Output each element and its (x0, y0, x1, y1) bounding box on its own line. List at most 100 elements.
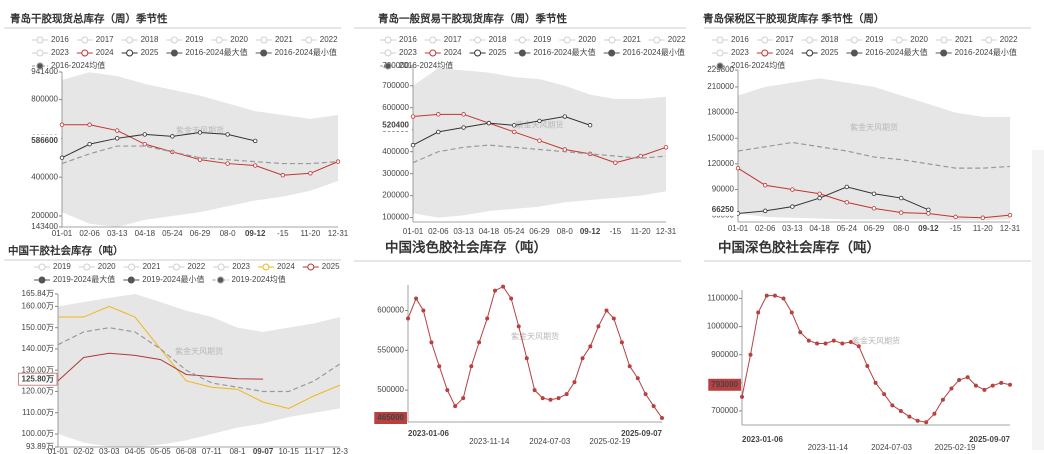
data-point (965, 375, 970, 380)
data-point (564, 392, 569, 397)
y-tick-label: 550000 (377, 345, 404, 354)
data-point (308, 171, 313, 176)
x-tick-label: 01-01 (48, 447, 69, 454)
max-min-band (62, 72, 338, 227)
y-tick-label: 200000 (382, 191, 409, 200)
scroll-edge (1032, 150, 1044, 450)
legend-label: 2016 (51, 35, 69, 44)
legend-item: 2016-2024最小值 (603, 47, 685, 57)
max-min-band (738, 78, 1010, 221)
data-point (638, 153, 643, 159)
series-line (412, 116, 591, 146)
data-point (740, 394, 745, 399)
x-tick-label: 04-18 (479, 227, 500, 236)
legend-label: 2016-2024最小值 (623, 47, 685, 57)
y-tick-label: 150.00万 (22, 323, 54, 332)
legend-label: 2020 (230, 35, 248, 44)
data-point (840, 341, 845, 346)
legend-symbol (850, 49, 858, 57)
legend-item: 2016 (32, 35, 69, 44)
data-point (990, 383, 995, 388)
legend-label: 2025 (489, 48, 507, 57)
legend-item: 2025 (302, 262, 340, 271)
x-tick-label: 2023-11-14 (808, 443, 849, 452)
x-tick-label: 03-13 (782, 224, 803, 233)
legend-item: 2020 (559, 35, 597, 44)
data-point (790, 187, 795, 192)
legend-item: 2021 (123, 262, 161, 271)
legend-label: 2019 (185, 35, 203, 44)
data-point (772, 293, 777, 298)
legend-item: 2023 (712, 48, 749, 57)
x-tick-label: 09-12 (580, 227, 601, 236)
max-min-band (58, 294, 340, 447)
x-tick-label: 09-07 (253, 447, 274, 454)
data-point (899, 210, 904, 215)
legend-label: 2023 (399, 48, 417, 57)
legend-item: 2016-2024均值 (712, 60, 785, 70)
data-point (748, 352, 753, 357)
legend-item: 2025 (121, 48, 159, 57)
legend-item: 2016 (380, 35, 417, 44)
legend-symbol (716, 49, 724, 57)
x-tick-label: 05-24 (162, 229, 183, 238)
legend-symbol (940, 49, 948, 57)
x-tick-label: 06-29 (529, 227, 550, 236)
chart-title: 青岛保税区干胶现货库存 季节性（周） (703, 12, 884, 25)
data-point (823, 341, 828, 346)
series-line (57, 327, 341, 393)
x-tick-label: 04-18 (809, 224, 830, 233)
data-point (973, 383, 978, 388)
current-value-box (18, 372, 58, 386)
x-tick-label: 02-06 (428, 227, 449, 236)
legend-symbol (384, 49, 392, 57)
data-point (844, 184, 849, 190)
data-point (461, 125, 466, 130)
data-point (580, 356, 585, 361)
legend-label: 2025 (141, 48, 159, 57)
current-value-box (379, 119, 412, 132)
legend-symbol (81, 49, 89, 57)
data-point (613, 160, 618, 165)
watermark: 紫金天风期货 (175, 346, 223, 356)
legend-item: 2016-2024最小值 (935, 47, 1017, 57)
legend-symbol (806, 36, 814, 44)
data-point (735, 165, 741, 171)
x-tick-label: 03-03 (99, 447, 120, 454)
data-point (197, 130, 203, 135)
data-point (486, 120, 492, 126)
x-tick-label: 2024-07-03 (871, 443, 912, 452)
data-point (789, 310, 794, 315)
data-point (429, 340, 434, 345)
x-tick-label: 02-02 (73, 447, 94, 454)
series-line (57, 352, 264, 382)
data-point (926, 207, 931, 213)
y-tick-label: 1100000 (707, 294, 738, 303)
data-point (982, 387, 987, 392)
legend-label: 2016-2024最大值 (865, 47, 927, 57)
y-tick-label: 1000000 (707, 322, 739, 331)
legend-item: 2019-2024最小值 (123, 274, 205, 284)
current-value-box (28, 134, 61, 147)
legend-symbol (127, 276, 135, 284)
y-tick-label: 210000 (707, 82, 734, 91)
data-point (865, 363, 870, 368)
legend-symbol (38, 263, 46, 271)
data-point (280, 173, 285, 178)
data-point (882, 392, 887, 397)
legend-label: 2017 (96, 35, 114, 44)
current-value-box (708, 203, 737, 216)
data-point (924, 420, 929, 425)
chart-title: 中国深色胶社会库存（吨） (718, 239, 880, 255)
legend-item: 2019 (846, 35, 884, 44)
legend-label: 2022 (668, 35, 686, 44)
legend-symbol (806, 49, 814, 57)
data-point (537, 138, 542, 143)
legend-symbol (850, 36, 858, 44)
x-tick-label: 11-20 (300, 229, 320, 238)
legend-item: 2022 (300, 35, 338, 44)
y-tick-label: 180000 (707, 108, 734, 117)
series-line (58, 305, 341, 410)
data-point (114, 136, 120, 141)
